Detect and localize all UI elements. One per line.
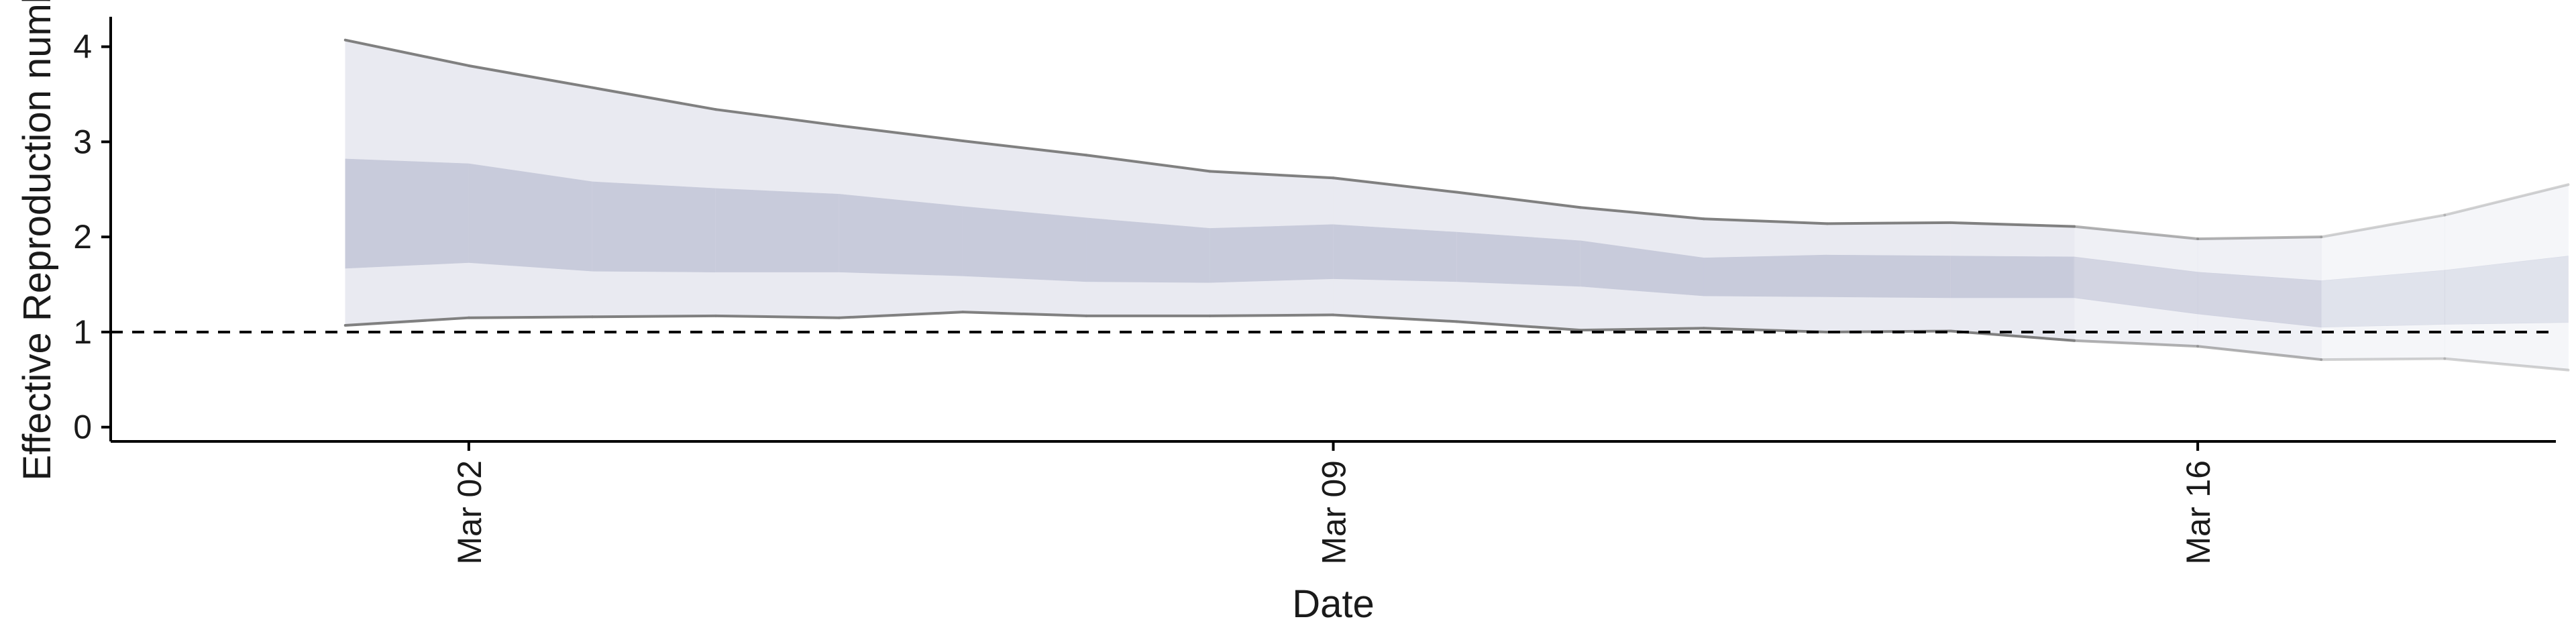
lower-bound-line-segment — [961, 311, 1088, 317]
x-tick-label: Mar 09 — [1316, 460, 1353, 565]
outer-band-segment — [2320, 215, 2445, 360]
interval-bound-lines — [343, 38, 2570, 372]
lower-bound-line-segment — [1949, 329, 2076, 342]
inner-band-segment — [1456, 231, 1580, 287]
upper-bound-line-segment — [2196, 235, 2323, 241]
upper-bound-line-segment — [714, 108, 841, 127]
inner-band-segment — [2197, 272, 2322, 328]
inner-band-segment — [1210, 224, 1334, 283]
y-tick-label: 4 — [73, 28, 92, 66]
upper-bound-line-segment — [1455, 191, 1582, 209]
upper-bound-line-segment — [590, 86, 718, 111]
y-tick-label: 2 — [73, 218, 92, 256]
upper-bound-line-segment — [1332, 176, 1458, 194]
inner-band-segment — [1703, 254, 1828, 297]
y-tick-label: 1 — [73, 313, 92, 351]
upper-bound-line-segment — [1949, 221, 2076, 228]
inner-band-segment — [2320, 270, 2445, 328]
outer-band-segment — [2445, 184, 2569, 370]
lower-bound-line-segment — [2443, 357, 2570, 372]
y-axis-ticks: 0 1 2 3 4 — [73, 28, 111, 446]
lower-bound-line-segment — [1455, 320, 1582, 332]
inner-band-segment — [715, 188, 840, 272]
lower-bound-line-segment — [714, 314, 841, 319]
upper-bound-line-segment — [467, 64, 594, 89]
inner-band-segment — [839, 194, 963, 276]
lower-bound-line-segment — [1578, 327, 1705, 332]
y-tick-label: 3 — [73, 123, 92, 160]
upper-bound-line-segment — [961, 139, 1088, 157]
lower-bound-line-segment — [343, 316, 470, 327]
x-tick-label: Mar 16 — [2180, 460, 2217, 565]
upper-bound-line-segment — [2073, 225, 2200, 241]
lower-bound-line-segment — [838, 311, 965, 319]
upper-bound-line-segment — [1578, 206, 1705, 221]
upper-bound-line-segment — [343, 38, 470, 67]
inner-band-segment — [962, 206, 1087, 282]
lower-bound-line-segment — [2196, 345, 2323, 362]
y-tick-label: 0 — [73, 409, 92, 446]
credible-interval-bands — [345, 40, 2569, 370]
lower-bound-line-segment — [590, 314, 718, 319]
upper-bound-line-segment — [2443, 183, 2570, 217]
lower-bound-line-segment — [1825, 329, 1952, 333]
upper-bound-line-segment — [2320, 213, 2447, 239]
x-axis-ticks: Mar 02 Mar 09 Mar 16 — [451, 441, 2217, 565]
lower-bound-line-segment — [2073, 339, 2200, 348]
upper-bound-line-segment — [838, 124, 965, 142]
inner-band-segment — [468, 163, 593, 272]
inner-band-segment — [345, 158, 470, 269]
inner-band-segment — [1827, 254, 1951, 299]
lower-bound-line-segment — [2320, 357, 2447, 362]
inner-band-segment — [592, 181, 716, 272]
x-tick-label: Mar 02 — [451, 460, 488, 565]
lower-bound-line-segment — [1332, 313, 1458, 323]
y-axis-title: Effective Reproduction number — [15, 0, 59, 481]
inner-band-segment — [1086, 217, 1210, 283]
upper-bound-line-segment — [1085, 154, 1212, 173]
upper-bound-line-segment — [1702, 217, 1829, 225]
inner-band-segment — [1950, 256, 2075, 299]
x-axis-title: Date — [1292, 582, 1375, 626]
upper-bound-line-segment — [1208, 170, 1335, 180]
inner-band-segment — [2445, 256, 2569, 325]
inner-band-segment — [1333, 224, 1457, 282]
